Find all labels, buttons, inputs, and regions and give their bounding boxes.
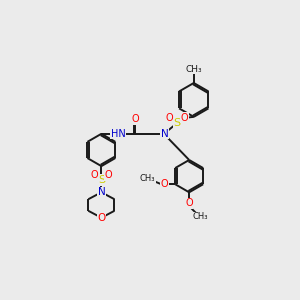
Text: S: S <box>173 118 180 128</box>
Text: O: O <box>131 114 139 124</box>
Text: HN: HN <box>111 129 126 139</box>
Text: O: O <box>185 198 193 208</box>
Text: O: O <box>181 112 188 123</box>
Text: O: O <box>165 112 173 123</box>
Text: O: O <box>91 170 98 180</box>
Text: CH₃: CH₃ <box>185 64 202 74</box>
Text: O: O <box>104 170 112 180</box>
Text: N: N <box>98 187 105 197</box>
Text: O: O <box>160 179 168 189</box>
Text: CH₃: CH₃ <box>140 174 155 183</box>
Text: S: S <box>98 175 105 185</box>
Text: CH₃: CH₃ <box>192 212 208 221</box>
Text: O: O <box>97 213 106 223</box>
Text: N: N <box>161 129 168 139</box>
